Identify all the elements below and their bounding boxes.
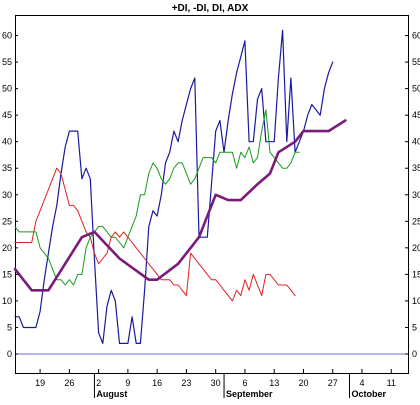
y-tick-label-right: 50 (412, 84, 420, 94)
x-tick-label: 4 (360, 378, 365, 388)
y-tick-label-left: 35 (2, 163, 12, 173)
y-tick-label-right: 10 (412, 296, 420, 306)
y-tick-label-left: 15 (2, 269, 12, 279)
x-tick-label: 6 (242, 378, 247, 388)
y-tick-label-right: 5 (412, 322, 417, 332)
y-tick-label-right: 40 (412, 137, 420, 147)
x-tick-label: 16 (152, 378, 162, 388)
y-tick-label-right: 25 (412, 216, 420, 226)
series-line-3 (14, 109, 300, 286)
x-axis-layer: 19 26 2 9 16 23 30 6 13 20 27 4 11 August September Oct… (35, 369, 396, 399)
y-tick-label-right: 15 (412, 269, 420, 279)
y-tick-label-left: 50 (2, 84, 12, 94)
x-tick-label: 11 (387, 378, 396, 388)
y-tick-label-left: 60 (2, 31, 12, 41)
month-label: October (351, 389, 386, 399)
x-tick-label: 13 (269, 378, 279, 388)
y-tick-label-left: 25 (2, 216, 12, 226)
x-tick-label: 23 (181, 378, 191, 388)
x-tick-label: 2 (96, 378, 101, 388)
x-tick-label: 27 (328, 378, 338, 388)
y-tick-label-left: 5 (7, 322, 12, 332)
y-tick-label-right: 45 (412, 110, 420, 120)
y-tick-label-left: 0 (7, 349, 12, 359)
y-tick-label-right: 30 (412, 190, 420, 200)
month-label: August (96, 389, 127, 399)
x-tick-label: 30 (211, 378, 221, 388)
month-label: September (226, 389, 273, 399)
series-line-4 (13, 119, 347, 292)
y-tick-label-right: 0 (412, 349, 417, 359)
x-tick-label: 19 (35, 378, 45, 388)
series-line-1 (14, 29, 334, 344)
x-tick-label: 9 (125, 378, 130, 388)
chart-title: +DI, -DI, DI, ADX (171, 3, 249, 14)
series-layer (13, 29, 347, 344)
x-tick-label: 26 (64, 378, 74, 388)
y-tick-label-right: 20 (412, 243, 420, 253)
y-tick-label-left: 45 (2, 110, 12, 120)
y-tick-label-right: 60 (412, 31, 420, 41)
x-tick-label: 20 (298, 378, 308, 388)
y-tick-label-left: 30 (2, 190, 12, 200)
y-tick-label-left: 10 (2, 296, 12, 306)
series-line-2 (14, 167, 296, 302)
y-tick-label-left: 55 (2, 57, 12, 67)
y-tick-label-right: 55 (412, 57, 420, 67)
plot-frame (15, 15, 409, 374)
y-tick-label-left: 20 (2, 243, 12, 253)
y-tick-label-left: 40 (2, 137, 12, 147)
y-tick-label-right: 35 (412, 163, 420, 173)
